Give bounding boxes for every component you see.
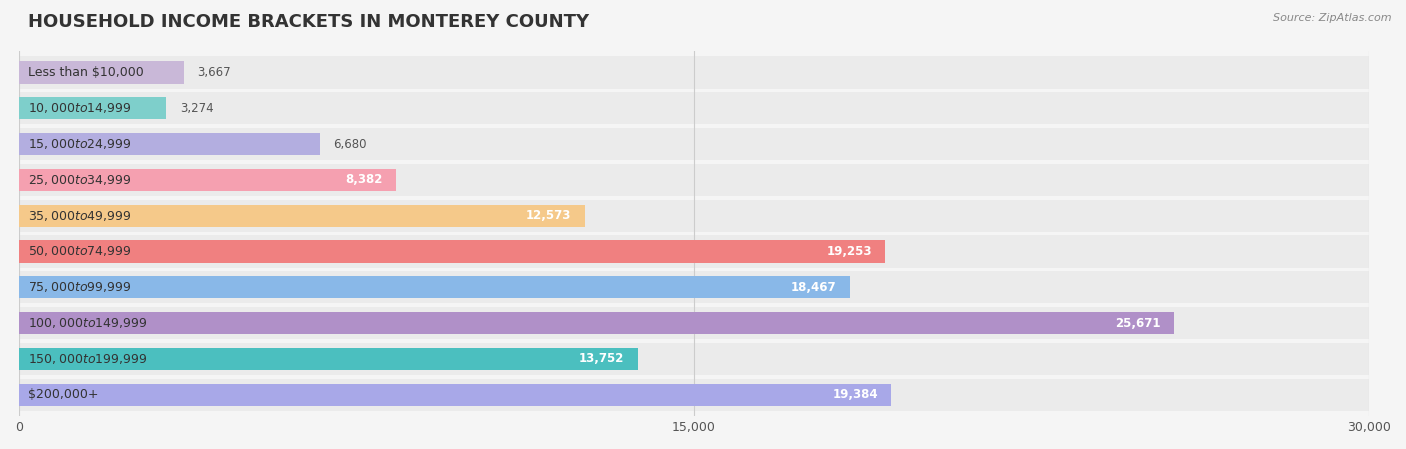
Bar — [20, 169, 396, 191]
Text: 13,752: 13,752 — [579, 352, 624, 365]
Bar — [20, 383, 891, 406]
Bar — [20, 56, 1369, 88]
Text: 6,680: 6,680 — [333, 137, 367, 150]
Text: 19,253: 19,253 — [827, 245, 872, 258]
Bar — [20, 235, 1369, 268]
Text: $25,000 to $34,999: $25,000 to $34,999 — [28, 173, 132, 187]
Bar — [20, 164, 1369, 196]
Bar — [20, 348, 638, 370]
Bar — [20, 133, 319, 155]
Text: $150,000 to $199,999: $150,000 to $199,999 — [28, 352, 148, 366]
Text: 8,382: 8,382 — [346, 173, 382, 186]
Bar — [20, 128, 1369, 160]
Bar — [20, 312, 1174, 334]
Bar — [20, 307, 1369, 339]
Text: $75,000 to $99,999: $75,000 to $99,999 — [28, 280, 132, 294]
Text: $15,000 to $24,999: $15,000 to $24,999 — [28, 137, 132, 151]
Text: 19,384: 19,384 — [832, 388, 877, 401]
Text: 3,274: 3,274 — [180, 102, 214, 114]
Bar — [20, 379, 1369, 411]
Bar — [20, 343, 1369, 375]
Bar — [20, 92, 1369, 124]
Bar — [20, 276, 851, 298]
Text: 12,573: 12,573 — [526, 209, 571, 222]
Text: 3,667: 3,667 — [197, 66, 231, 79]
Text: 25,671: 25,671 — [1115, 317, 1161, 330]
Bar — [20, 205, 585, 227]
Bar — [20, 62, 184, 84]
Text: $10,000 to $14,999: $10,000 to $14,999 — [28, 101, 132, 115]
Text: HOUSEHOLD INCOME BRACKETS IN MONTEREY COUNTY: HOUSEHOLD INCOME BRACKETS IN MONTEREY CO… — [28, 13, 589, 31]
Text: $200,000+: $200,000+ — [28, 388, 98, 401]
Text: $100,000 to $149,999: $100,000 to $149,999 — [28, 316, 148, 330]
Text: $35,000 to $49,999: $35,000 to $49,999 — [28, 209, 132, 223]
Bar — [20, 240, 886, 263]
Text: 18,467: 18,467 — [792, 281, 837, 294]
Text: $50,000 to $74,999: $50,000 to $74,999 — [28, 244, 132, 259]
Text: Source: ZipAtlas.com: Source: ZipAtlas.com — [1274, 13, 1392, 23]
Bar — [20, 97, 166, 119]
Text: Less than $10,000: Less than $10,000 — [28, 66, 143, 79]
Bar — [20, 271, 1369, 304]
Bar — [20, 199, 1369, 232]
